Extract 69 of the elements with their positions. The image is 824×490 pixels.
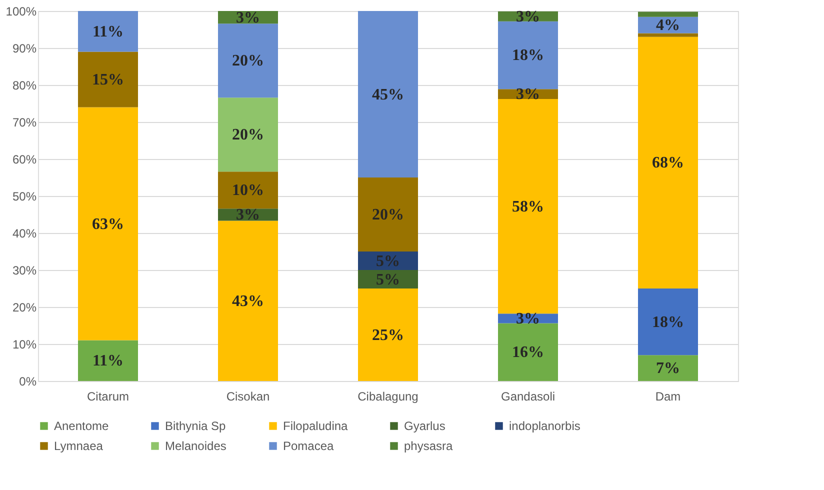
bar [218, 220, 278, 381]
data-label: 15% [92, 71, 124, 88]
y-tick-label: 90% [12, 42, 37, 56]
bar [218, 172, 278, 209]
x-tick-label: Cibalagung [358, 390, 418, 404]
y-tick-label: 70% [12, 116, 37, 130]
legend-label: Lymnaea [54, 439, 104, 453]
data-label: 18% [652, 314, 684, 331]
data-label: 68% [652, 154, 684, 172]
data-label: 45% [372, 86, 404, 104]
data-label: 3% [516, 8, 540, 26]
bar [638, 33, 698, 37]
data-label: 4% [656, 17, 680, 34]
legend-label: Melanoides [165, 439, 226, 453]
data-label: 11% [92, 352, 124, 370]
y-tick-label: 40% [12, 226, 37, 240]
bar [358, 288, 418, 381]
y-tick-label: 0% [19, 374, 37, 388]
bar [78, 107, 138, 340]
bar [358, 178, 418, 252]
data-label: 16% [512, 344, 544, 362]
legend-label: Gyarlus [404, 419, 446, 433]
data-label: 25% [372, 326, 404, 344]
data-label: 20% [232, 126, 264, 144]
x-tick-label: Gandasoli [500, 390, 556, 404]
data-label: 11% [92, 23, 124, 40]
legend-label: Pomacea [283, 439, 334, 453]
y-tick-label: 30% [12, 264, 37, 278]
bar [218, 24, 278, 98]
y-tick-label: 50% [12, 190, 37, 204]
data-label: 7% [656, 360, 680, 378]
data-label: 10% [232, 182, 264, 200]
bar [78, 52, 138, 108]
y-tick-label: 60% [12, 152, 37, 166]
y-tick-label: 20% [12, 300, 37, 314]
data-label: 58% [512, 198, 544, 216]
bar [638, 12, 698, 17]
data-label: 20% [372, 206, 404, 224]
bar [218, 98, 278, 172]
bar [638, 36, 698, 288]
bar [358, 11, 418, 178]
bar [638, 355, 698, 381]
data-label: 63% [92, 216, 124, 233]
data-label: 18% [512, 47, 544, 64]
legend-label: physasra [404, 439, 454, 453]
legend-label: Filopaludina [283, 419, 348, 433]
x-tick-label: Cisokan [226, 390, 270, 404]
bar [498, 21, 558, 90]
y-tick-label: 10% [12, 338, 37, 352]
x-tick-label: Dam [655, 390, 681, 404]
bar [498, 99, 558, 314]
data-label: 20% [232, 52, 264, 70]
data-label: 5% [376, 271, 400, 288]
bar [638, 288, 698, 356]
bar [78, 340, 138, 381]
data-label: 3% [236, 9, 260, 26]
y-tick-label: 80% [12, 78, 37, 92]
legend-label: Anentome [54, 419, 110, 433]
data-label: 3% [236, 206, 260, 224]
data-label: 3% [516, 310, 540, 328]
data-label: 3% [516, 86, 540, 104]
data-label: 43% [232, 292, 264, 310]
y-tick-label: 100% [6, 4, 37, 18]
data-label: 5% [376, 252, 400, 270]
legend-label: indoplanorbis [509, 419, 580, 433]
bar [78, 11, 138, 52]
legend-label: Bithynia Sp [165, 419, 226, 433]
bar [498, 323, 558, 381]
x-tick-label: Citarum [86, 390, 130, 404]
